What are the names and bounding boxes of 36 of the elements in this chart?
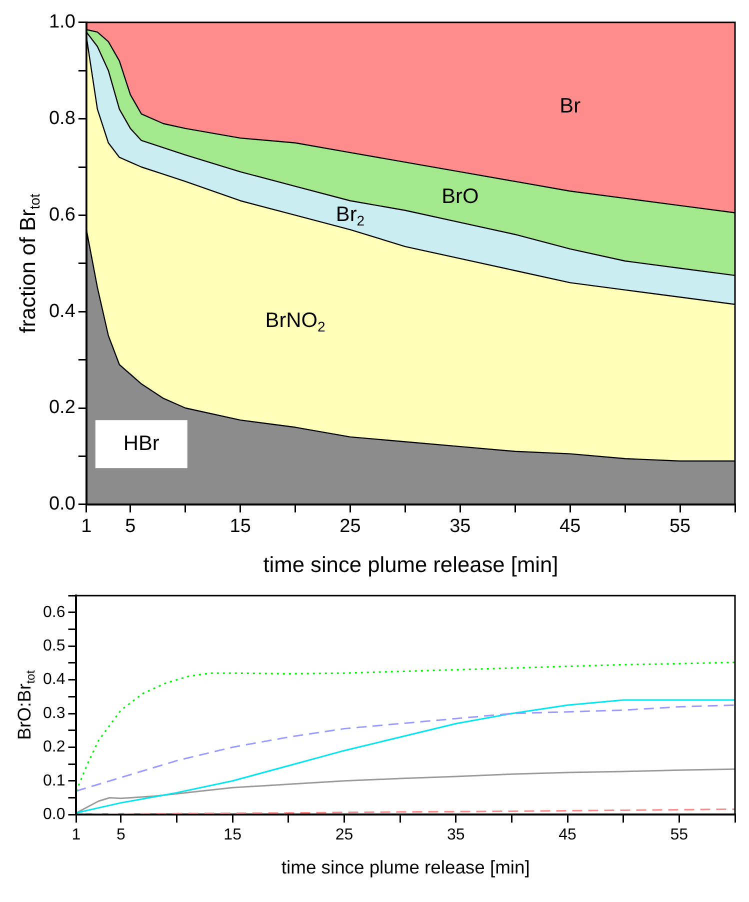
x-tick-label: 35 xyxy=(450,516,471,538)
y-tick-label: 0.1 xyxy=(42,772,66,790)
y-tick-label: 0.2 xyxy=(48,397,76,418)
line-series xyxy=(76,704,735,792)
x-tick-label: 1 xyxy=(72,826,81,844)
x-tick-label: 45 xyxy=(558,826,577,844)
x-axis-title: time since plume release [min] xyxy=(281,856,530,878)
line-series xyxy=(76,662,735,792)
series-label: Br xyxy=(560,94,581,118)
x-tick-label: 55 xyxy=(670,826,688,844)
x-tick-label: 55 xyxy=(669,516,691,538)
x-tick-label: 1 xyxy=(81,516,92,538)
series-label: HBr xyxy=(123,432,160,455)
y-tick-label: 0.3 xyxy=(42,704,66,722)
y-axis-title: fraction of Brtot xyxy=(14,194,42,334)
y-tick-label: 0.0 xyxy=(42,806,66,824)
x-tick-label: 5 xyxy=(125,516,136,538)
series-label: BrO xyxy=(442,184,479,208)
x-tick-label: 25 xyxy=(335,826,354,844)
y-tick-label: 0.8 xyxy=(48,108,76,130)
x-tick-label: 25 xyxy=(340,516,361,538)
x-tick-label: 15 xyxy=(224,826,242,844)
y-tick-label: 0.2 xyxy=(42,738,66,756)
x-tick-label: 45 xyxy=(560,516,581,538)
x-tick-label: 15 xyxy=(230,516,251,538)
y-tick-label: 0.0 xyxy=(48,494,76,515)
y-tick-label: 1.0 xyxy=(48,12,76,33)
y-tick-label: 0.6 xyxy=(42,604,66,621)
y-tick-label: 0.4 xyxy=(42,671,66,688)
y-tick-label: 0.5 xyxy=(42,638,66,655)
x-tick-label: 5 xyxy=(116,826,126,844)
y-tick-label: 0.6 xyxy=(48,204,76,226)
x-axis-title: time since plume release [min] xyxy=(263,552,558,577)
y-axis-title: BrO:Brtot xyxy=(14,670,38,740)
y-tick-label: 0.4 xyxy=(48,300,76,322)
x-tick-label: 35 xyxy=(446,826,465,844)
